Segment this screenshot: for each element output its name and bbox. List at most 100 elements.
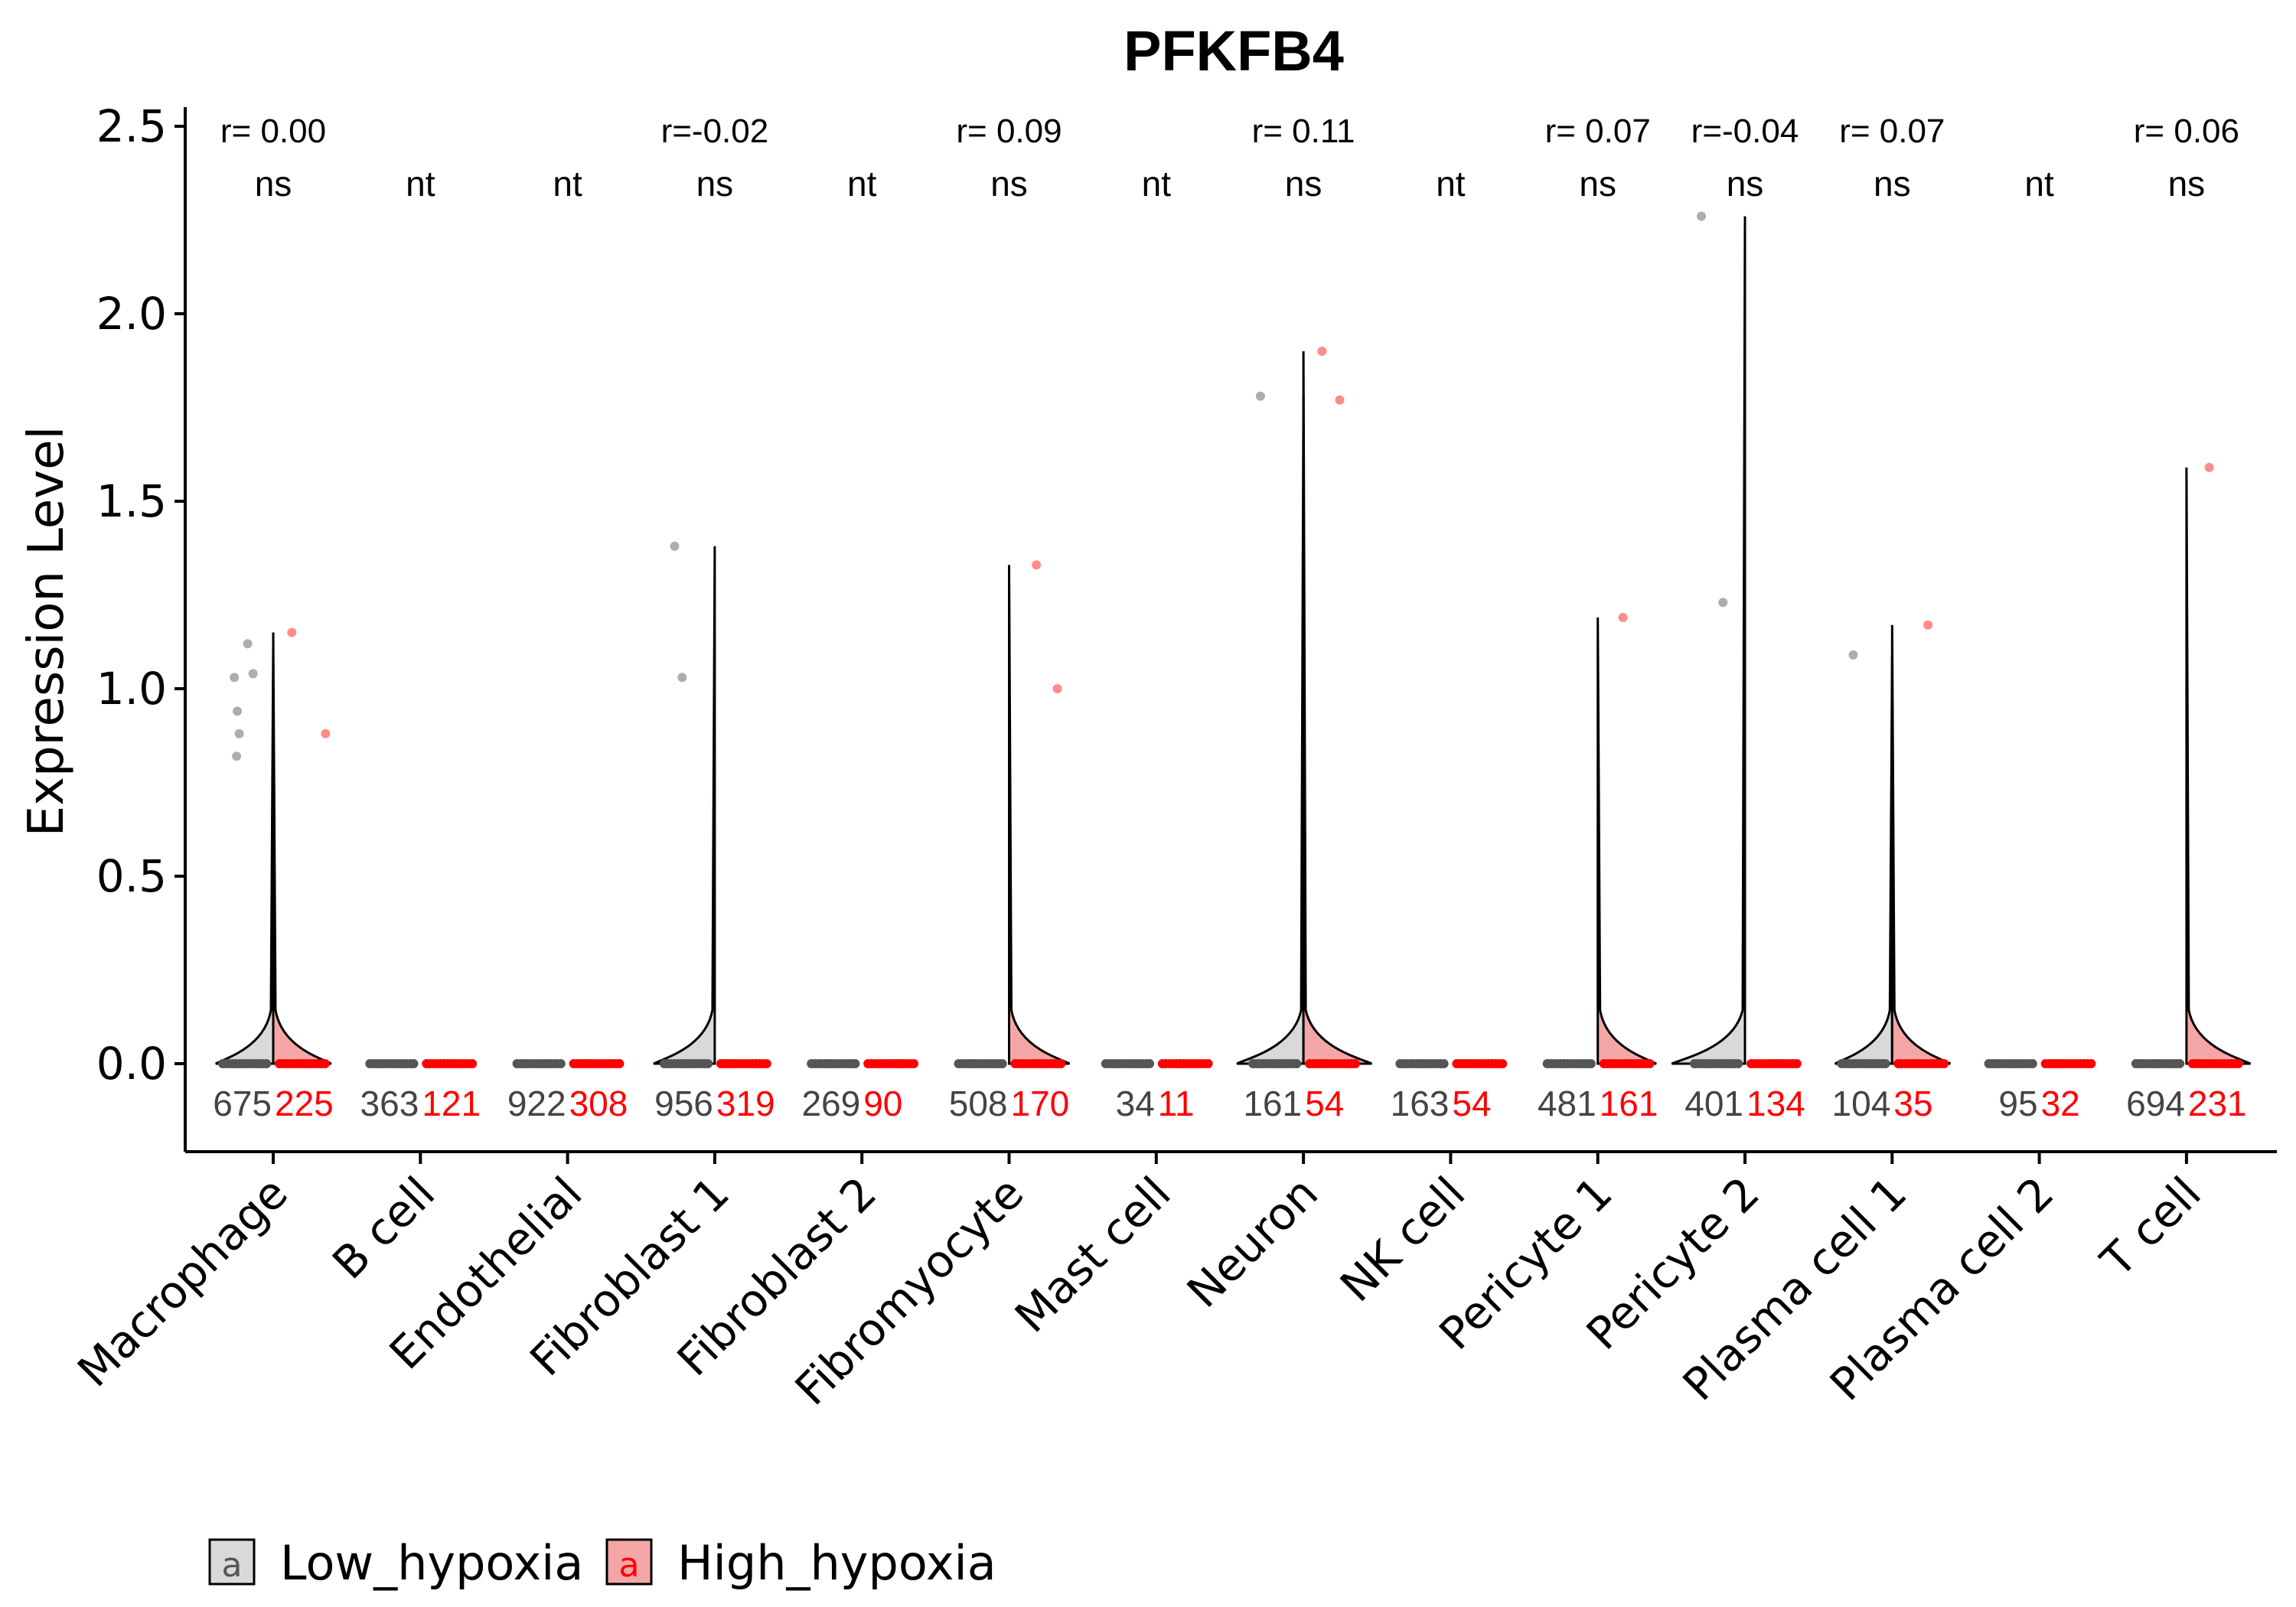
legend-label-low: Low_hypoxia	[280, 1535, 583, 1591]
count-label-high: 308	[569, 1084, 628, 1123]
data-point-low	[1145, 1059, 1154, 1068]
count-label-high: 170	[1011, 1084, 1070, 1123]
legend-glyph-high: a	[619, 1546, 640, 1585]
count-label-low: 363	[360, 1084, 419, 1123]
r-value-label: r=-0.04	[1691, 112, 1799, 150]
violin-half-low	[1834, 654, 1893, 1065]
r-value-label: r= 0.07	[1839, 112, 1945, 150]
count-label-high: 54	[1452, 1084, 1491, 1123]
data-point-high	[1498, 1059, 1508, 1068]
data-point-low	[2027, 1059, 2037, 1068]
count-label-low: 675	[213, 1084, 272, 1123]
r-value-label: r= 0.11	[1252, 112, 1355, 150]
count-label-high: 161	[1600, 1084, 1658, 1123]
outlier-low	[230, 673, 240, 683]
y-tick-label: 2.0	[96, 288, 167, 340]
significance-label: nt	[2024, 164, 2054, 204]
violin-half-high	[1008, 565, 1071, 1065]
data-point-low	[703, 1059, 713, 1068]
count-label-low: 163	[1391, 1084, 1450, 1123]
significance-label: nt	[553, 164, 582, 204]
violin-half-low	[1671, 216, 1746, 1065]
data-point-high	[2233, 1059, 2243, 1068]
count-label-high: 54	[1305, 1084, 1344, 1123]
legend-item-high: a High_hypoxia	[605, 1535, 996, 1591]
data-point-high	[762, 1059, 771, 1068]
x-tick-label: Neuron	[1177, 1167, 1328, 1318]
count-label-high: 231	[2188, 1084, 2247, 1123]
legend: a Low_hypoxia a High_hypoxia	[208, 1535, 996, 1591]
count-label-high: 225	[275, 1084, 334, 1123]
violin-half-low	[653, 546, 716, 1065]
count-label-high: 90	[863, 1084, 902, 1123]
data-point-high	[1203, 1059, 1213, 1068]
count-label-low: 922	[507, 1084, 566, 1123]
outlier-low	[1848, 650, 1858, 660]
count-label-low: 956	[654, 1084, 713, 1123]
outlier-low	[1255, 391, 1265, 401]
data-point-high	[1056, 1059, 1066, 1068]
count-label-high: 121	[422, 1084, 481, 1123]
data-point-high	[615, 1059, 625, 1068]
outlier-high	[1032, 560, 1042, 570]
y-tick-label: 2.5	[96, 100, 167, 152]
violin-half-low	[215, 644, 275, 1065]
outlier-low	[243, 639, 253, 649]
legend-glyph-low: a	[222, 1546, 243, 1585]
y-tick-label: 0.5	[96, 850, 167, 902]
significance-label: nt	[406, 164, 435, 204]
outlier-high	[1317, 347, 1327, 356]
y-tick-label: 1.0	[96, 663, 167, 715]
count-label-low: 104	[1832, 1084, 1891, 1123]
data-point-low	[997, 1059, 1007, 1068]
data-point-low	[409, 1059, 419, 1068]
significance-label: ns	[2168, 164, 2206, 204]
count-label-low: 34	[1116, 1084, 1155, 1123]
outlier-low	[1697, 211, 1707, 221]
data-point-high	[1350, 1059, 1360, 1068]
count-label-high: 319	[716, 1084, 775, 1123]
violin-half-high	[1596, 617, 1657, 1065]
data-point-low	[556, 1059, 566, 1068]
y-tick-label: 0.0	[96, 1038, 167, 1090]
significance-label: ns	[990, 164, 1028, 204]
significance-label: ns	[1579, 164, 1616, 204]
data-point-high	[2086, 1059, 2096, 1068]
count-label-high: 11	[1158, 1084, 1195, 1123]
significance-label: ns	[255, 164, 292, 204]
annotations: r= 0.00 ns 675 225 nt 363 121 nt 922 308 r=-0.02 ns…	[213, 112, 2246, 1123]
r-value-label: r= 0.00	[220, 112, 326, 150]
significance-label: ns	[1727, 164, 1764, 204]
legend-item-low: a Low_hypoxia	[208, 1535, 583, 1591]
outlier-high	[2204, 462, 2214, 472]
data-point-low	[262, 1059, 272, 1068]
outlier-high	[287, 627, 297, 637]
x-tick-label: Mast cell	[1005, 1167, 1181, 1343]
significance-label: ns	[696, 164, 734, 204]
outlier-low	[670, 541, 680, 551]
data-point-low	[1880, 1059, 1890, 1068]
count-label-low: 508	[949, 1084, 1008, 1123]
count-label-low: 481	[1538, 1084, 1596, 1123]
outlier-high	[1335, 395, 1345, 405]
outlier-high	[1052, 684, 1062, 693]
significance-label: ns	[1874, 164, 1911, 204]
violin-half-high	[1890, 624, 1952, 1065]
violin-half-low	[1236, 396, 1305, 1065]
data-point-low	[1586, 1059, 1596, 1068]
count-label-high: 134	[1746, 1084, 1805, 1123]
count-label-low: 401	[1684, 1084, 1743, 1123]
violin-half-high	[1302, 350, 1372, 1065]
outlier-low	[232, 751, 242, 761]
count-label-low: 161	[1243, 1084, 1302, 1123]
x-tick-label: Macrophage	[67, 1167, 298, 1397]
violin-plots	[215, 211, 2252, 1068]
count-label-low: 269	[801, 1084, 860, 1123]
r-value-label: r= 0.09	[956, 112, 1062, 150]
x-tick-label: B cell	[322, 1167, 445, 1289]
legend-label-high: High_hypoxia	[677, 1535, 996, 1591]
count-label-high: 35	[1893, 1084, 1932, 1123]
data-point-high	[1939, 1059, 1949, 1068]
outlier-low	[248, 669, 258, 679]
outlier-high	[321, 729, 331, 738]
